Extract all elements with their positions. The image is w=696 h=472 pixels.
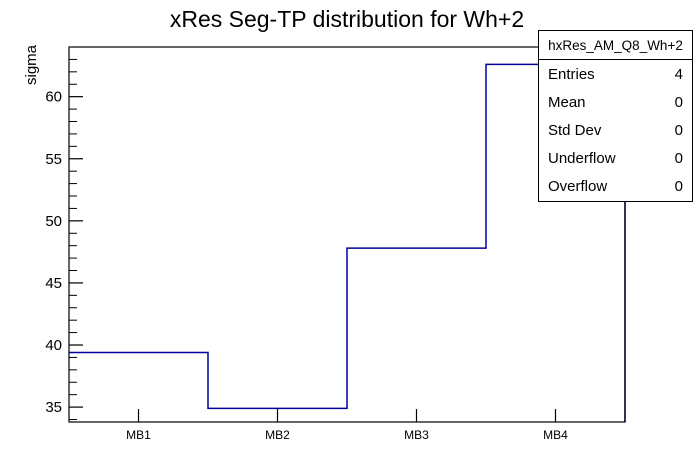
stats-box-body: Entries 4 Mean 0 Std Dev 0 Underflow 0 O… [539, 60, 692, 201]
x-tick-label: MB1 [126, 428, 151, 442]
stats-box-title: hxRes_AM_Q8_Wh+2 [539, 31, 692, 60]
y-axis-title: sigma [23, 44, 40, 85]
y-tick-label: 50 [45, 213, 62, 230]
stats-box: hxRes_AM_Q8_Wh+2 Entries 4 Mean 0 Std De… [538, 30, 693, 202]
plot-title: xRes Seg-TP distribution for Wh+2 [169, 6, 525, 32]
x-tick-label: MB3 [404, 428, 429, 442]
x-tick-label: MB4 [543, 428, 568, 442]
stats-label: Std Dev [548, 122, 602, 139]
stats-label: Overflow [548, 178, 608, 196]
y-tick-label: 60 [45, 89, 62, 106]
stats-row: Mean 0 [548, 88, 683, 116]
plot-frame [68, 46, 626, 423]
stats-value: 0 [674, 93, 683, 111]
stats-row: Overflow 0 [548, 173, 683, 201]
stats-row: Entries 4 [548, 60, 683, 88]
y-tick-label: 55 [45, 151, 62, 168]
stats-label: Mean [548, 93, 586, 111]
y-tick-label: 45 [45, 275, 62, 292]
stats-label: Entries [548, 65, 595, 83]
x-tick-label: MB2 [265, 428, 290, 442]
stats-value: 4 [674, 65, 683, 83]
stats-row: Underflow 0 [548, 145, 683, 173]
stats-row: Std Dev 0 [548, 116, 683, 144]
y-tick-label: 40 [45, 337, 62, 354]
stats-value: 0 [674, 150, 683, 168]
y-tick-label: 35 [45, 399, 62, 416]
stats-label: Underflow [548, 150, 616, 168]
stats-value: 0 [674, 122, 683, 139]
stats-value: 0 [674, 178, 683, 196]
